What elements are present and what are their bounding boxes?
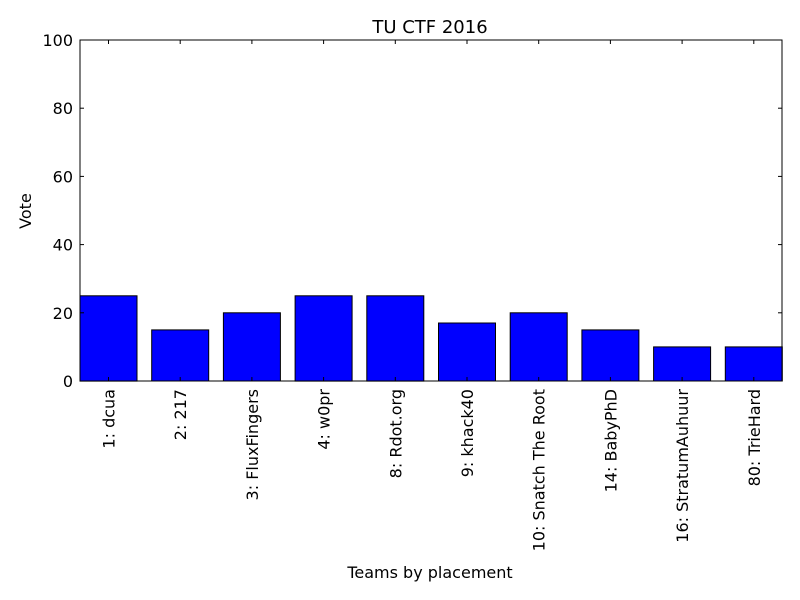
y-tick-label-1: 20 <box>53 304 73 323</box>
y-tick-label-3: 60 <box>53 167 73 186</box>
x-tick-label-3: 4: w0pr <box>315 389 334 450</box>
bar-1 <box>79 295 138 382</box>
bar-7 <box>509 312 568 382</box>
x-tick-label-9: 80: TrieHard <box>745 389 764 486</box>
y-axis-label: Vote <box>16 193 35 229</box>
bar-8 <box>581 329 640 382</box>
x-tick-label-0: 1: dcua <box>100 389 119 449</box>
chart-title: TU CTF 2016 <box>371 17 487 38</box>
y-axis-ticks: 0 20 40 60 80 100 <box>42 31 782 391</box>
x-tick-label-8: 16: StratumAuhuur <box>673 389 692 543</box>
bar-2 <box>151 329 210 382</box>
bar-5 <box>366 295 425 382</box>
x-axis-ticks: 1: dcua 2: 217 3: FluxFingers 4: w0pr 8: Rdo… <box>100 40 764 551</box>
bar-4 <box>294 295 353 382</box>
x-axis-label: Teams by placement <box>346 563 512 582</box>
bar-9 <box>653 346 712 382</box>
y-tick-label-5: 100 <box>42 31 73 50</box>
bar-3 <box>222 312 281 382</box>
bar-6 <box>438 322 496 382</box>
y-tick-label-0: 0 <box>63 372 73 391</box>
bar-10 <box>724 346 783 382</box>
bars-group <box>79 295 783 382</box>
plot-frame <box>79 39 783 382</box>
y-tick-label-2: 40 <box>53 236 73 255</box>
x-tick-label-7: 14: BabyPhD <box>601 389 620 492</box>
x-tick-label-5: 9: khack40 <box>458 389 477 477</box>
y-tick-label-4: 80 <box>53 99 73 118</box>
x-tick-label-4: 8: Rdot.org <box>386 389 405 478</box>
x-tick-label-1: 2: 217 <box>171 389 190 440</box>
x-tick-label-2: 3: FluxFingers <box>243 389 262 500</box>
x-tick-label-6: 10: Snatch The Root <box>530 389 549 551</box>
